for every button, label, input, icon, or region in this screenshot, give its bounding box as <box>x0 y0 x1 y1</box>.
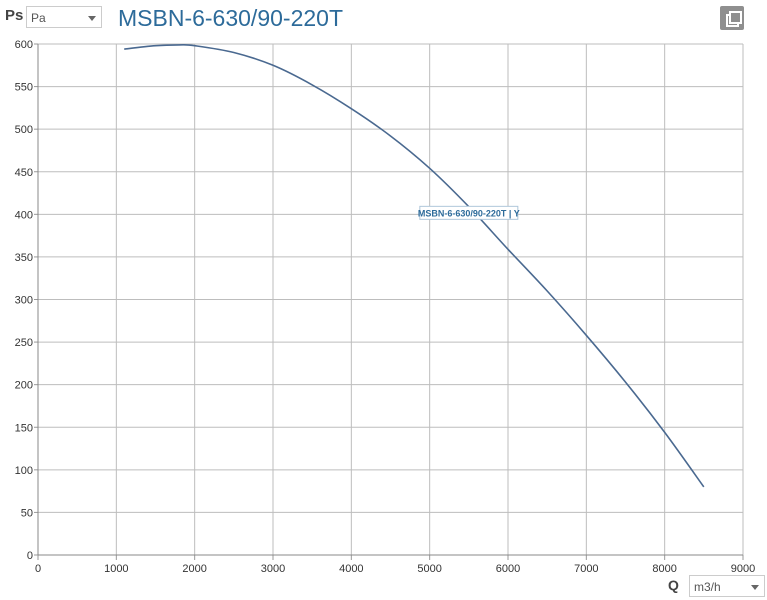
y-axis-symbol: Ps <box>5 7 24 24</box>
copy-button[interactable] <box>720 6 744 30</box>
flow-unit-select[interactable]: m3/h <box>689 575 765 597</box>
x-tick-label: 3000 <box>261 563 285 575</box>
y-tick-label: 0 <box>27 550 33 562</box>
y-tick-label: 400 <box>15 209 33 221</box>
y-tick-label: 150 <box>15 422 33 434</box>
y-tick-label: 300 <box>15 295 33 307</box>
y-tick-label: 550 <box>15 82 33 94</box>
x-tick-label: 2000 <box>182 563 206 575</box>
series-line <box>124 44 705 488</box>
pressure-unit-value: Pa <box>31 11 46 25</box>
series-label-box <box>419 205 519 220</box>
chart-title: MSBN-6-630/90-220T <box>118 5 343 31</box>
x-tick-label: 8000 <box>652 563 676 575</box>
y-tick-label: 50 <box>21 507 33 519</box>
x-tick-label: 7000 <box>574 563 598 575</box>
x-tick-label: 6000 <box>496 563 520 575</box>
chevron-down-icon <box>751 585 759 590</box>
y-tick-label: 350 <box>15 252 33 264</box>
y-tick-label: 200 <box>15 380 33 392</box>
y-tick-label: 250 <box>15 337 33 349</box>
copy-icon-front <box>729 11 742 24</box>
series-label: MSBN-6-630/90-220T | Y <box>418 208 520 218</box>
x-tick-label: 9000 <box>731 563 755 575</box>
x-tick-label: 5000 <box>417 563 441 575</box>
y-tick-label: 100 <box>15 465 33 477</box>
y-tick-label: 450 <box>15 167 33 179</box>
y-tick-label: 500 <box>15 124 33 136</box>
y-tick-label: 600 <box>15 39 33 51</box>
x-tick-label: 0 <box>35 563 41 575</box>
x-tick-label: 1000 <box>104 563 128 575</box>
x-tick-label: 4000 <box>339 563 363 575</box>
chevron-down-icon <box>88 16 96 21</box>
x-axis-symbol: Q <box>668 577 679 593</box>
flow-unit-value: m3/h <box>694 580 721 594</box>
pressure-unit-select[interactable]: Pa <box>26 6 102 28</box>
